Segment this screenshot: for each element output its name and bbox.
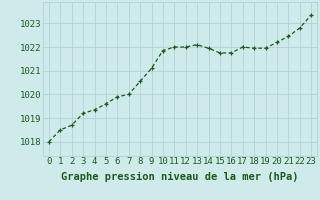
X-axis label: Graphe pression niveau de la mer (hPa): Graphe pression niveau de la mer (hPa) bbox=[61, 172, 299, 182]
